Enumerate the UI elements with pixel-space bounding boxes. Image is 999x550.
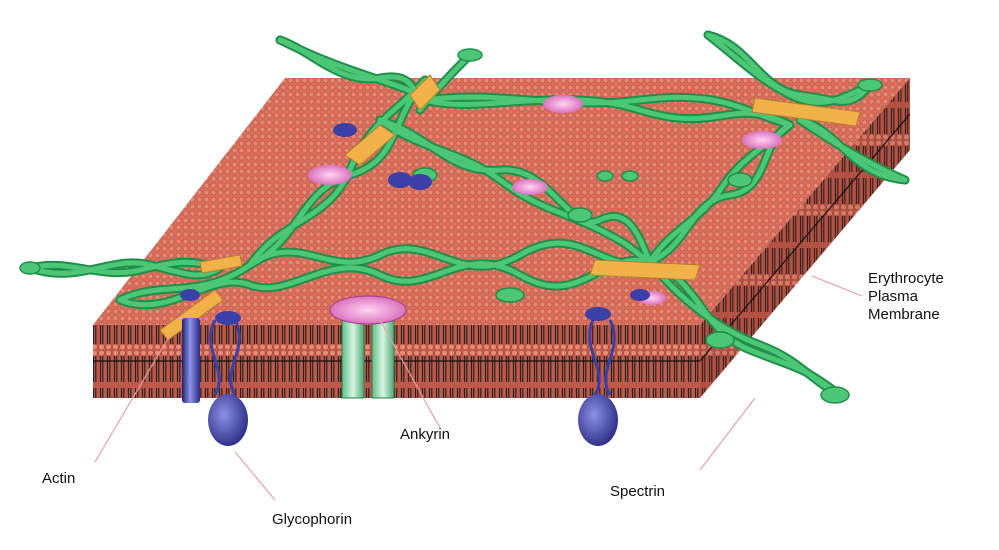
label-membrane-line-2: Plasma [868,288,919,305]
ankyrin-protein [308,95,782,399]
pointer-glycophorin [234,451,276,501]
pointer-membrane [811,275,863,297]
label-membrane-line-3: Membrane [868,306,940,323]
actin-filaments [159,74,861,341]
pointer-ankyrin [379,319,441,429]
label-erythrocyte-plasma-membrane: Erythrocyte Plasma Membrane [868,270,944,324]
pointer-lines [94,275,863,501]
label-actin: Actin [42,470,76,487]
label-spectrin: Spectrin [610,483,666,500]
membrane-top-surface [93,78,910,325]
label-ankyrin: Ankyrin [400,426,451,443]
label-glycophorin: Glycophorin [272,511,353,528]
glycophorin-proteins [180,123,650,446]
spectrin-network [19,30,910,404]
pointer-actin [94,334,171,463]
pointer-spectrin [699,397,756,471]
label-membrane-line-1: Erythrocyte [868,270,944,287]
